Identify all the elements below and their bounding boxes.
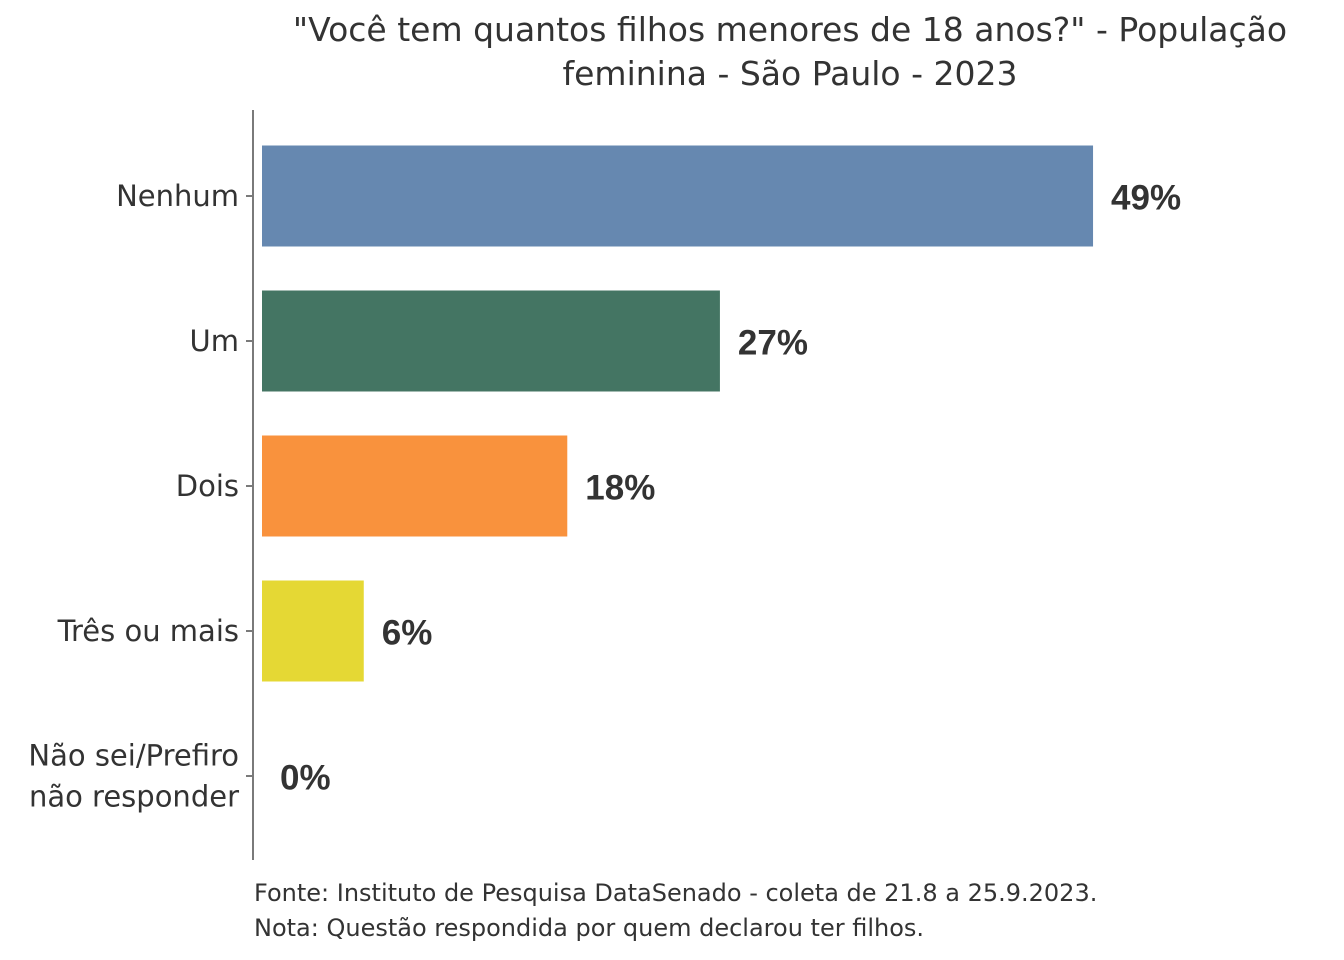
category-label-line: não responder — [29, 780, 239, 814]
bar — [262, 580, 364, 682]
value-label: 18% — [585, 469, 655, 508]
bar — [262, 290, 720, 392]
value-label: 27% — [738, 324, 808, 363]
chart-title: "Você tem quantos filhos menores de 18 a… — [240, 8, 1340, 96]
chart-title-line-1: "Você tem quantos filhos menores de 18 a… — [292, 10, 1288, 49]
value-label: 6% — [382, 614, 433, 653]
bar — [262, 435, 568, 537]
footnote: Nota: Questão respondida por quem declar… — [254, 914, 925, 942]
category-label-line: Nenhum — [116, 179, 239, 213]
category-label-line: Três ou mais — [57, 614, 239, 648]
value-label: 49% — [1111, 179, 1181, 218]
value-label: 0% — [280, 759, 331, 798]
chart-title-line-2: feminina - São Paulo - 2023 — [562, 54, 1018, 93]
category-label: Não sei/Prefiro não responder — [28, 739, 239, 814]
bars-layer: Nenhum 49% Um 27% Dois 18% Três ou mais 6% Não s… — [28, 145, 1181, 814]
category-label-line: Dois — [176, 469, 239, 503]
category-label: Três ou mais — [57, 614, 239, 648]
category-label-line: Não sei/Prefiro — [28, 739, 239, 773]
category-label-line: Um — [190, 324, 239, 358]
category-label: Dois — [176, 469, 239, 503]
category-label: Um — [190, 324, 239, 358]
source-note: Fonte: Instituto de Pesquisa DataSenado … — [254, 879, 1098, 907]
chart-footer: Fonte: Instituto de Pesquisa DataSenado … — [254, 876, 1097, 946]
category-label: Nenhum — [116, 179, 239, 213]
bar — [262, 145, 1094, 247]
